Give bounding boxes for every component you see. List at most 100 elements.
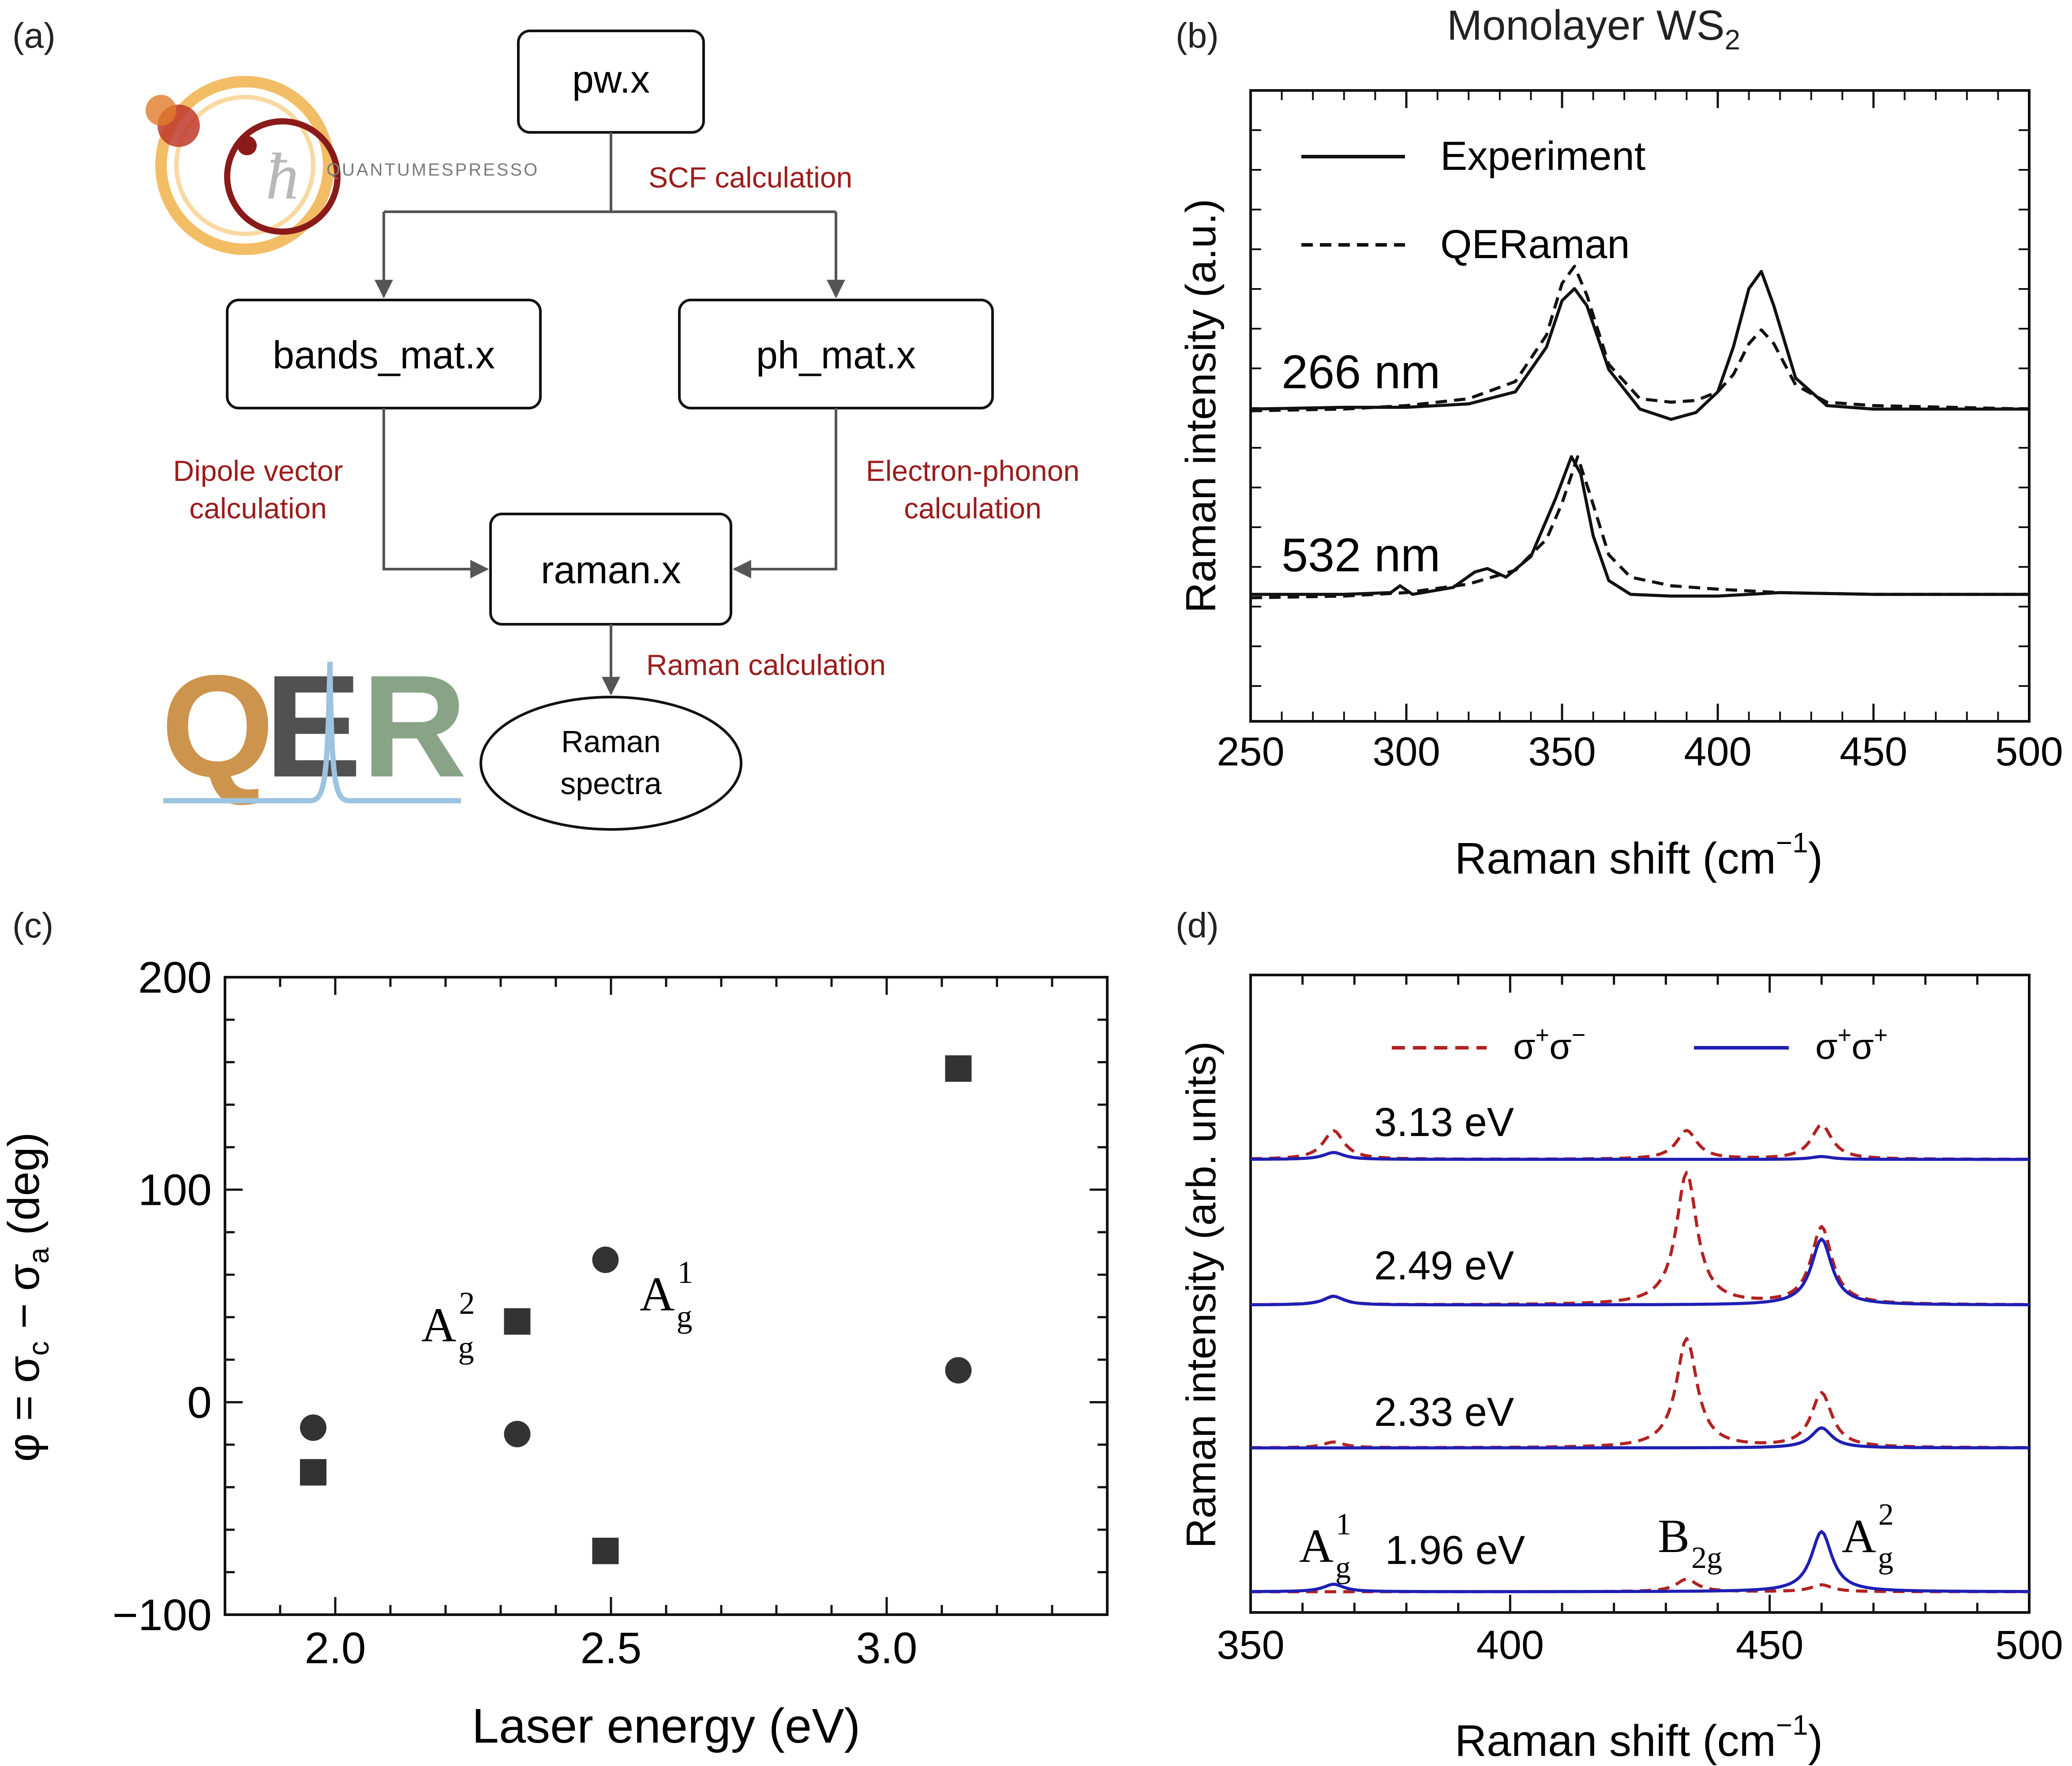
legend-co-label: σ+σ+ [1815, 1022, 1888, 1067]
series-line-cross-313eV [1250, 1123, 2029, 1161]
edge-eph-line1: Electron-phonon [866, 454, 1079, 487]
ytick-label: 100 [138, 1166, 212, 1215]
xtick-label: 3.0 [856, 1624, 917, 1673]
panel-c-points [300, 1055, 972, 1564]
quantum-espresso-logo: ħ QUANTUMESPRESSO [146, 76, 539, 255]
point-a2g [592, 1537, 619, 1564]
xtick-label: 500 [1995, 729, 2063, 774]
xtick-label: 300 [1372, 729, 1440, 774]
trace-label-2-33ev: 2.33 eV [1374, 1390, 1514, 1435]
peak-label-a1g: Ag1 [1299, 1507, 1351, 1585]
point-a1g [592, 1246, 619, 1273]
series-line-qeraman-532nm [1250, 455, 2029, 600]
xtick-label: 250 [1217, 729, 1285, 774]
xtick-label: 450 [1736, 1623, 1804, 1668]
flow-arrows [375, 132, 845, 696]
panel-d-label: (d) [1176, 906, 1219, 945]
legend-experiment-label: Experiment [1440, 134, 1645, 179]
panel-a-flowchart: (a) ħ QUANTUMESPRESSO Q E R pw.x bands_m… [12, 16, 1079, 831]
xtick-label: 400 [1476, 1623, 1544, 1668]
panel-b-ticks: 250 300 350 400 450 500 [1217, 90, 2063, 774]
ytick-label: −100 [112, 1590, 212, 1640]
panel-d-legend: σ+σ− σ+σ+ [1392, 1022, 1888, 1067]
series-line-cross-233eV [1250, 1337, 2029, 1449]
series-line-co-233eV [1251, 1426, 2029, 1450]
qer-logo: Q E R [161, 645, 467, 807]
xtick-label: 350 [1217, 1623, 1285, 1668]
svg-text:E: E [265, 645, 362, 807]
panel-b-xlabel: Raman shift (cm−1) [1455, 827, 1823, 883]
xtick-label: 2.5 [580, 1624, 641, 1673]
edge-raman-calc-label: Raman calculation [646, 649, 886, 681]
series-line-co-249eV [1251, 1237, 2030, 1307]
node-pw-label: pw.x [572, 57, 650, 101]
node-raman: raman.x [489, 513, 732, 626]
panel-c-ylabel: φ = σc − σa (deg) [0, 1132, 55, 1462]
panel-d-series [1250, 1123, 2030, 1594]
panel-c-label: (c) [12, 906, 53, 945]
panel-d-plot-frame [1249, 974, 2031, 1614]
trace-label-2-49ev: 2.49 eV [1374, 1243, 1514, 1288]
xtick-label: 350 [1528, 729, 1596, 774]
panel-b-title: Monolayer WS2 [1447, 2, 1740, 56]
node-spectra-line2: spectra [560, 766, 662, 801]
qe-logo-text: QUANTUMESPRESSO [326, 160, 539, 180]
point-a1g [300, 1414, 326, 1441]
xtick-label: 500 [1995, 1623, 2063, 1668]
xtick-label: 400 [1684, 729, 1752, 774]
panel-b-ylabel: Raman intensity (a.u.) [1177, 199, 1225, 613]
xtick-label: 2.0 [304, 1624, 366, 1673]
edge-dipole-line2: calculation [189, 492, 327, 525]
legend-qeraman-label: QERaman [1440, 222, 1630, 267]
panel-d-ylabel: Raman intensity (arb. units) [1178, 1041, 1224, 1548]
ytick-label: 0 [187, 1378, 212, 1427]
peak-label-a2g: Ag2 [1842, 1498, 1894, 1575]
edge-dipole-line1: Dipole vector [173, 454, 343, 487]
trace-label-1-96ev: 1.96 eV [1385, 1528, 1525, 1573]
xtick-label: 450 [1840, 729, 1907, 774]
series-line-co-313eV [1250, 1151, 2029, 1161]
series-line-co-196eV [1250, 1530, 2029, 1594]
annotation-a1g: Ag1 [640, 1255, 693, 1334]
node-spectra-line1: Raman [561, 724, 661, 759]
panel-b-series [1250, 265, 2030, 600]
svg-text:R: R [362, 645, 467, 807]
panel-b-label: (b) [1176, 16, 1219, 55]
point-a2g [504, 1308, 531, 1335]
panel-c-ticks: 2.0 2.5 3.0 −100 0 100 200 [112, 953, 1107, 1673]
edge-eph-line2: calculation [904, 492, 1042, 525]
series-line-experiment-532nm [1251, 455, 2029, 598]
svg-text:ħ: ħ [266, 140, 299, 213]
series-line-experiment-266nm [1250, 270, 2029, 421]
trace-label-266nm: 266 nm [1281, 345, 1440, 398]
point-a2g [300, 1459, 326, 1486]
point-a2g [945, 1055, 972, 1082]
panel-b-chart: (b) Monolayer WS2 250 300 350 400 450 500 Exp… [1176, 2, 2063, 883]
node-bands-label: bands_mat.x [273, 333, 495, 377]
panel-c-xlabel: Laser energy (eV) [472, 1699, 860, 1753]
panel-b-plot-frame [1249, 89, 2031, 723]
legend-cross-label: σ+σ− [1513, 1022, 1585, 1067]
node-spectra: Raman spectra [480, 696, 742, 831]
series-line-cross-249eV [1251, 1171, 2030, 1306]
node-ph: ph_mat.x [678, 299, 994, 409]
panel-d-ticks: 350 400 450 500 [1217, 975, 2063, 1668]
node-pw: pw.x [517, 30, 705, 134]
point-a1g [945, 1357, 972, 1384]
panel-c-chart: (c) 2.0 2.5 3.0 −100 0 100 200 Ag1 Ag2 φ = σc … [0, 906, 1109, 1753]
node-bands: bands_mat.x [226, 299, 542, 409]
point-a1g [504, 1421, 531, 1447]
panel-d-xlabel: Raman shift (cm−1) [1455, 1709, 1823, 1766]
panel-d-chart: (d) 350 400 450 500 σ+σ− σ+σ+ 3.13 eV 2.49 … [1176, 906, 2063, 1766]
panel-a-label: (a) [12, 16, 56, 55]
peak-label-b2g: B2g [1658, 1510, 1722, 1575]
trace-label-532nm: 532 nm [1281, 528, 1440, 581]
svg-text:Q: Q [161, 645, 274, 807]
panel-b-legend: Experiment QERaman [1301, 134, 1645, 267]
annotation-a2g: Ag2 [421, 1286, 475, 1365]
edge-scf-label: SCF calculation [648, 161, 852, 194]
node-raman-label: raman.x [541, 548, 681, 592]
ytick-label: 200 [138, 953, 212, 1002]
trace-label-3-13ev: 3.13 eV [1374, 1100, 1514, 1145]
